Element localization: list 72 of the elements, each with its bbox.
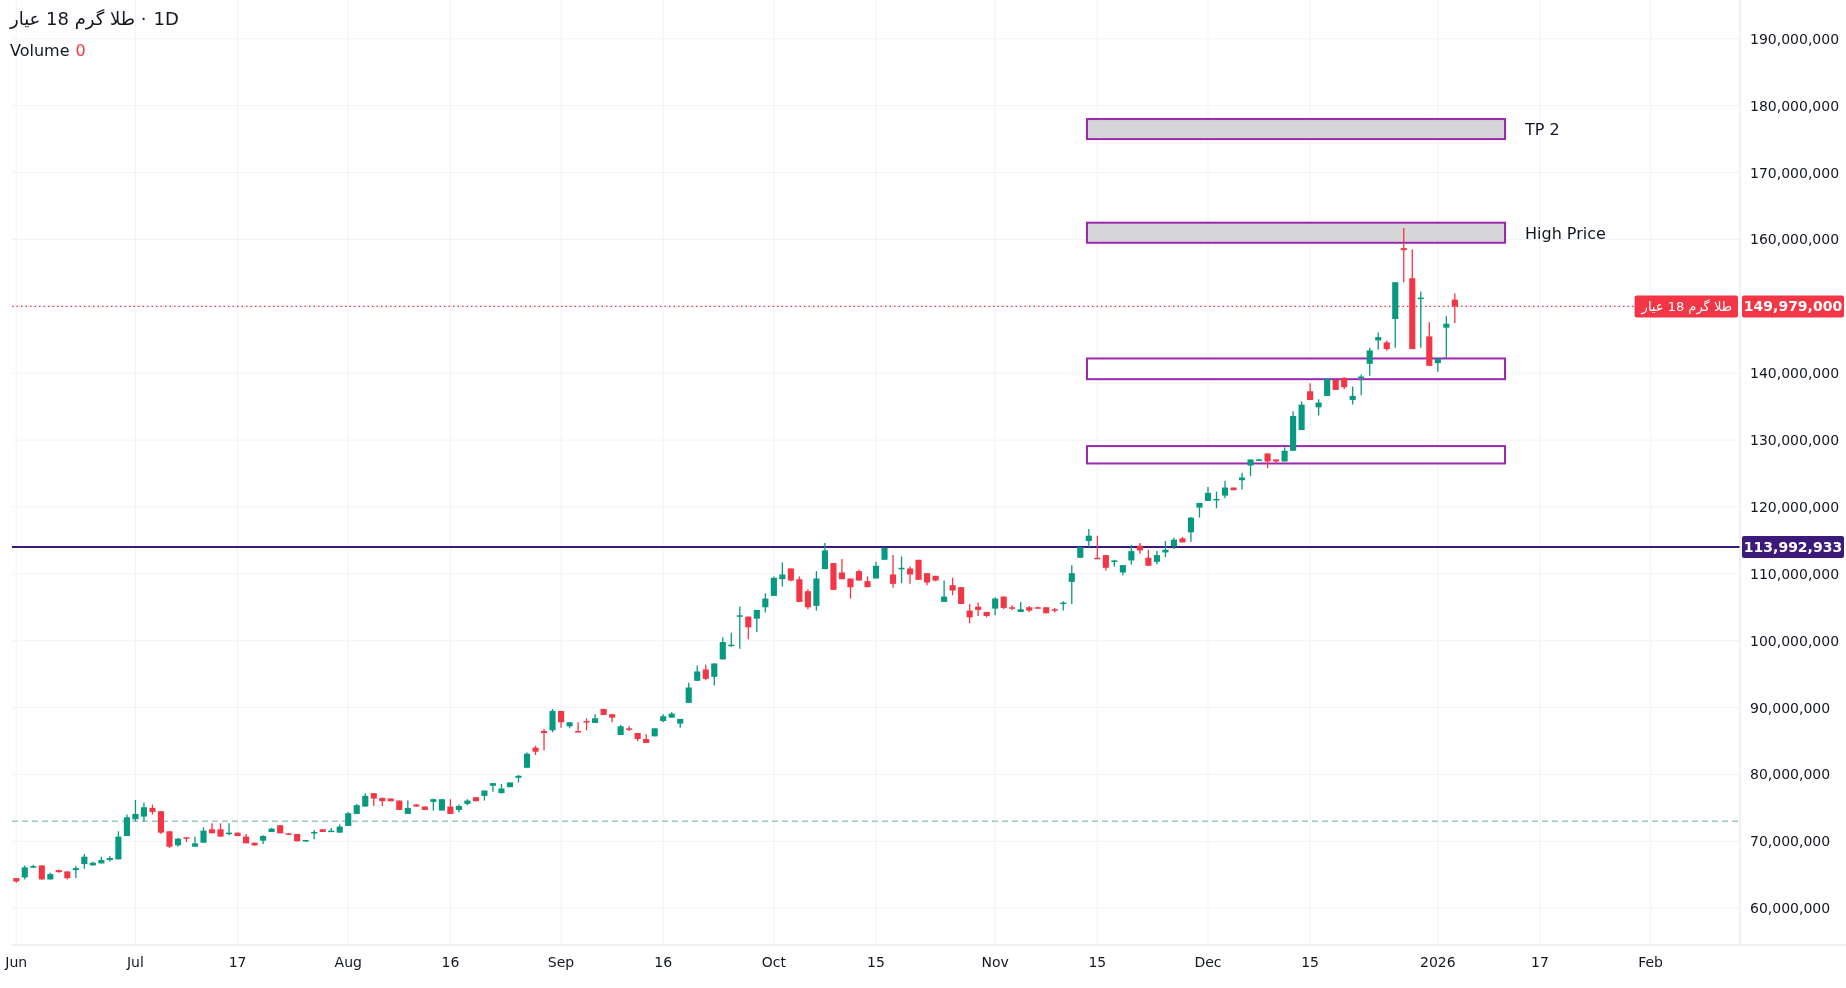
- candlestick: [132, 799, 139, 822]
- y-tick-label: 110,000,000: [1750, 565, 1840, 582]
- candlestick: [685, 682, 692, 704]
- candlestick: [1085, 528, 1092, 548]
- y-tick-label: 170,000,000: [1750, 164, 1840, 181]
- x-tick-label: 17: [228, 954, 247, 970]
- y-tick-label: 140,000,000: [1750, 365, 1840, 382]
- candlestick: [1443, 315, 1450, 359]
- y-tick-label: 160,000,000: [1750, 231, 1840, 248]
- y-tick-label: 70,000,000: [1750, 833, 1831, 850]
- candlestick: [762, 592, 769, 614]
- candlestick: [711, 662, 718, 687]
- candlestick: [975, 601, 982, 617]
- y-tick-label: 60,000,000: [1750, 900, 1831, 917]
- candlestick: [115, 830, 122, 861]
- y-tick-label: 100,000,000: [1750, 632, 1840, 649]
- x-tick-label: 17: [1531, 954, 1549, 970]
- candlestick: [1273, 458, 1280, 464]
- candlestick: [992, 596, 999, 616]
- candlestick: [941, 579, 948, 603]
- x-tick-label: 2026: [1419, 954, 1456, 970]
- candlestick: [1400, 227, 1407, 283]
- annotation: طلا گرم 18 عیار: [1640, 299, 1732, 316]
- x-tick-label: Aug: [334, 954, 362, 970]
- candlestick: [779, 561, 786, 588]
- candlestick: [736, 605, 743, 650]
- x-tick-label: Oct: [761, 954, 787, 970]
- y-tick-label: 90,000,000: [1750, 699, 1831, 716]
- text: طلا گرم 18 عیار ·: [9, 8, 147, 30]
- x-tick-label: Dec: [1194, 954, 1222, 970]
- ref-line-label: 149,979,000: [1743, 298, 1843, 315]
- candlestick: [889, 554, 897, 589]
- candlestick: [1128, 544, 1135, 566]
- x-tick-label: Jun: [4, 954, 28, 970]
- text: 1D: [153, 8, 179, 29]
- x-tick-label: 15: [867, 954, 885, 970]
- candlestick: [489, 782, 497, 793]
- annotation: 0: [75, 41, 86, 60]
- annotation: Volume: [10, 41, 70, 60]
- candlestick: [191, 836, 199, 848]
- x-tick-label: 16: [441, 954, 460, 970]
- candlestick: [1068, 564, 1075, 605]
- candlestick: [906, 565, 914, 585]
- y-tick-label: 130,000,000: [1750, 432, 1840, 449]
- y-tick-label: 120,000,000: [1750, 498, 1840, 515]
- candlestick: [123, 813, 130, 837]
- candlestick: [1349, 385, 1356, 406]
- candlestick: [208, 822, 216, 834]
- candlestick: [157, 810, 165, 835]
- x-tick-label: 16: [654, 954, 673, 970]
- candlestick: [796, 575, 803, 603]
- candlestick: [821, 542, 828, 570]
- y-tick-label: 190,000,000: [1750, 30, 1840, 47]
- x-tick-label: 15: [1301, 954, 1320, 970]
- x-tick-label: Nov: [981, 954, 1009, 970]
- candlestick: [1187, 516, 1195, 543]
- y-tick-label: 180,000,000: [1750, 97, 1840, 114]
- y-tick-label: 80,000,000: [1750, 766, 1831, 783]
- candlestick: [1366, 347, 1373, 377]
- candlestick: [804, 588, 811, 610]
- ref-line-label: 113,992,933: [1743, 539, 1843, 556]
- x-tick-label: Jul: [125, 954, 144, 970]
- band-label: TP 2: [1524, 120, 1560, 140]
- candlestick: [626, 725, 633, 732]
- band-label: High Price: [1525, 223, 1606, 243]
- candlestick: [540, 728, 548, 752]
- candlestick: [140, 801, 147, 822]
- candlestick: [770, 575, 777, 597]
- x-tick-label: Sep: [547, 954, 575, 970]
- x-tick-label: Feb: [1638, 954, 1664, 970]
- candlestick: [549, 708, 556, 733]
- x-tick-label: 15: [1088, 954, 1107, 970]
